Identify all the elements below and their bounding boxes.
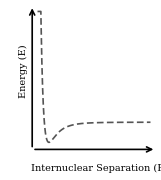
Text: Energy (E): Energy (E) — [19, 44, 28, 98]
Text: Internuclear Separation (R): Internuclear Separation (R) — [31, 163, 161, 173]
